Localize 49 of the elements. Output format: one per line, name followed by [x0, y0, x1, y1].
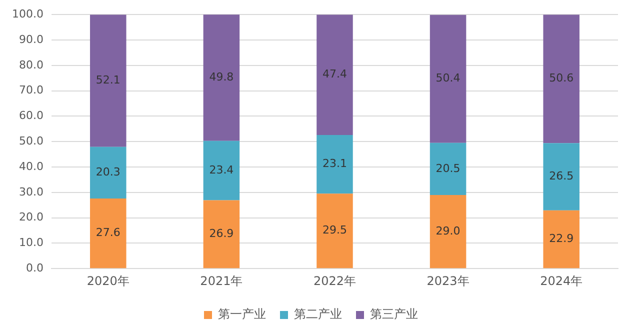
text: 52.1	[96, 74, 120, 87]
text: 26.9	[209, 227, 234, 240]
text: 22.9	[549, 232, 574, 246]
legend-label: 第一产业	[218, 307, 266, 322]
text: 20.3	[96, 166, 120, 179]
text: 49.8	[209, 70, 234, 84]
y-tick-label: 0.0	[26, 261, 44, 274]
y-tick-label: 10.0	[18, 236, 44, 250]
bar	[90, 146, 126, 198]
bar	[543, 210, 580, 268]
bar	[316, 194, 353, 268]
y-tick-label: 60.0	[18, 109, 44, 122]
y-tick-label: 40.0	[18, 160, 44, 173]
bar	[430, 142, 466, 195]
y-tick-label: 90.0	[18, 32, 44, 46]
bar	[316, 14, 353, 135]
bar	[203, 200, 240, 268]
text: 27.6	[96, 226, 120, 240]
y-tick-label: 100.0	[12, 7, 44, 20]
bar	[90, 14, 126, 147]
text: 26.5	[549, 170, 574, 183]
legend-label: 第三产业	[370, 307, 418, 322]
x-tick-label: 2020年	[86, 274, 130, 288]
bar	[430, 194, 466, 268]
text: 23.4	[209, 163, 234, 176]
x-tick-label: 2023年	[426, 274, 470, 288]
y-tick-label: 80.0	[18, 58, 44, 72]
bar	[316, 134, 353, 194]
text: 23.1	[322, 157, 347, 170]
text: 29.0	[436, 224, 460, 238]
text: 29.5	[322, 224, 347, 237]
y-tick-label: 30.0	[18, 185, 44, 198]
bar	[543, 143, 580, 210]
bar	[90, 198, 126, 268]
bar	[203, 140, 240, 200]
text: 47.4	[322, 68, 347, 81]
x-tick-label: 2021年	[200, 274, 243, 288]
text: 50.4	[436, 72, 460, 85]
text: 50.6	[549, 72, 574, 85]
x-tick-label: 2024年	[540, 274, 583, 288]
bar	[430, 14, 466, 143]
legend-label: 第二产业	[294, 307, 342, 322]
bar	[203, 14, 240, 141]
y-tick-label: 70.0	[18, 84, 44, 97]
y-tick-label: 20.0	[18, 210, 44, 224]
x-tick-label: 2022年	[313, 274, 356, 288]
y-tick-label: 50.0	[18, 134, 44, 148]
bar	[543, 14, 580, 144]
text: 20.5	[436, 162, 460, 175]
